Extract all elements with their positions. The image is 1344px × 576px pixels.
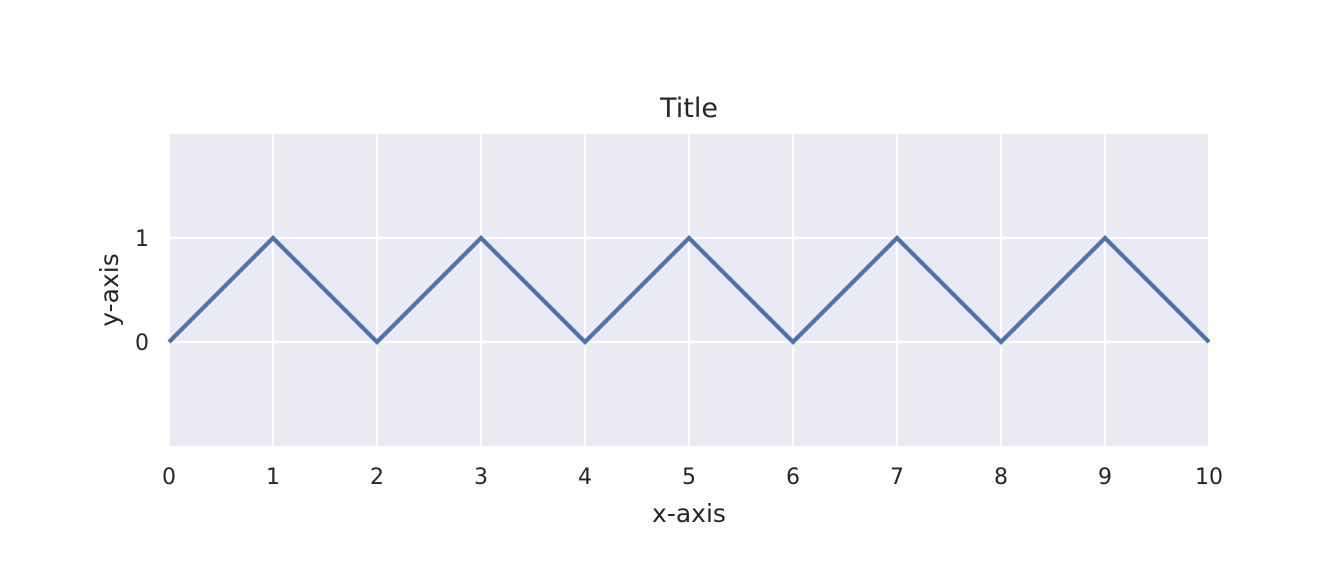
y-tick-label: 1 bbox=[135, 227, 149, 252]
x-tick-label: 4 bbox=[578, 465, 592, 490]
x-tick-label: 0 bbox=[162, 465, 176, 490]
x-tick-label: 7 bbox=[890, 465, 904, 490]
x-tick-label: 6 bbox=[786, 465, 800, 490]
x-axis-label: x-axis bbox=[652, 499, 726, 528]
y-tick-label: 0 bbox=[135, 331, 149, 356]
y-tick-labels: 01 bbox=[135, 227, 149, 356]
chart-title: Title bbox=[659, 93, 718, 124]
series-line bbox=[167, 235, 1211, 345]
x-tick-label: 9 bbox=[1098, 465, 1112, 490]
x-tick-label: 10 bbox=[1195, 465, 1223, 490]
x-gridlines bbox=[167, 134, 1211, 446]
x-tick-label: 8 bbox=[994, 465, 1008, 490]
series-group bbox=[167, 235, 1211, 345]
x-tick-label: 5 bbox=[682, 465, 696, 490]
x-tick-label: 3 bbox=[474, 465, 488, 490]
x-tick-labels: 0 1 2 3 4 5 6 7 8 9 10 bbox=[162, 465, 1223, 490]
x-tick-label: 1 bbox=[266, 465, 280, 490]
y-axis-label: y-axis bbox=[95, 253, 124, 326]
x-tick-label: 2 bbox=[370, 465, 384, 490]
